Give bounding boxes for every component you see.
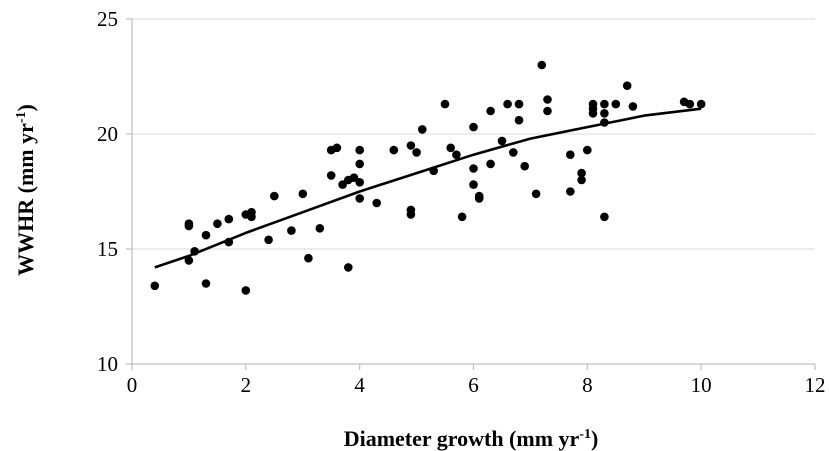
data-point bbox=[190, 247, 199, 256]
data-point bbox=[355, 194, 365, 203]
data-point bbox=[338, 180, 347, 189]
data-point bbox=[469, 180, 478, 189]
data-point bbox=[224, 237, 234, 247]
data-point bbox=[418, 125, 427, 134]
x-tick-label: 4 bbox=[354, 373, 365, 397]
gridlines bbox=[132, 18, 815, 250]
data-point bbox=[509, 148, 518, 157]
y-tick-label: 15 bbox=[97, 237, 118, 261]
data-point bbox=[355, 145, 365, 155]
x-tick-label: 8 bbox=[582, 373, 593, 397]
data-point bbox=[696, 99, 706, 109]
data-point bbox=[406, 141, 416, 150]
data-point bbox=[600, 109, 609, 118]
data-point bbox=[611, 99, 621, 109]
y-tick-labels: 10 15 20 25 bbox=[97, 7, 118, 376]
data-point bbox=[469, 164, 478, 173]
data-point bbox=[429, 166, 439, 176]
x-tick-label: 2 bbox=[241, 373, 252, 397]
y-tick-label: 20 bbox=[97, 122, 118, 146]
data-point bbox=[270, 191, 279, 201]
x-tick-label: 12 bbox=[805, 373, 826, 397]
data-point bbox=[469, 122, 478, 132]
data-point bbox=[344, 263, 353, 272]
data-point bbox=[577, 175, 586, 185]
data-point bbox=[241, 286, 251, 295]
data-point bbox=[264, 235, 273, 245]
x-tick-label: 0 bbox=[127, 373, 138, 397]
data-point bbox=[474, 194, 484, 203]
data-point bbox=[583, 145, 592, 155]
data-points bbox=[150, 60, 706, 295]
data-point bbox=[543, 95, 552, 104]
data-point bbox=[355, 159, 365, 169]
x-tick-label: 10 bbox=[691, 373, 712, 397]
data-point bbox=[486, 106, 495, 116]
data-point bbox=[349, 173, 359, 182]
data-point bbox=[389, 145, 399, 155]
data-point bbox=[326, 171, 336, 180]
data-point bbox=[600, 118, 609, 127]
data-point bbox=[446, 143, 456, 153]
trendline bbox=[154, 107, 702, 269]
y-axis-title: WWHR (mm yr-1) bbox=[13, 104, 38, 276]
data-point bbox=[201, 230, 211, 240]
data-point bbox=[628, 102, 638, 111]
data-point bbox=[184, 221, 194, 231]
data-point bbox=[201, 279, 211, 288]
data-point bbox=[315, 224, 325, 233]
data-point bbox=[184, 256, 194, 265]
trendline-group bbox=[154, 107, 702, 269]
data-point bbox=[600, 212, 609, 222]
data-point bbox=[543, 106, 552, 116]
y-tick-label: 10 bbox=[97, 352, 118, 376]
data-point bbox=[355, 178, 365, 187]
x-axis-title: Diameter growth (mm yr-1) bbox=[344, 426, 599, 451]
data-point bbox=[457, 212, 467, 222]
data-point bbox=[622, 81, 632, 90]
data-point bbox=[531, 189, 541, 199]
data-point bbox=[287, 226, 296, 235]
data-point bbox=[213, 219, 222, 228]
data-point bbox=[514, 115, 524, 125]
x-tick-labels: 0 2 4 6 8 10 12 bbox=[127, 373, 826, 397]
data-point bbox=[566, 150, 575, 159]
data-point bbox=[503, 99, 512, 109]
axes bbox=[126, 18, 816, 370]
data-point bbox=[452, 150, 461, 159]
data-point bbox=[577, 168, 586, 178]
x-tick-label: 6 bbox=[468, 373, 479, 397]
data-point bbox=[224, 214, 234, 224]
data-point bbox=[304, 253, 313, 263]
data-point bbox=[566, 187, 575, 196]
data-point bbox=[332, 143, 342, 153]
data-point bbox=[150, 281, 160, 291]
y-tick-label: 25 bbox=[97, 7, 118, 31]
data-point bbox=[520, 161, 529, 171]
data-point bbox=[486, 159, 495, 169]
data-point bbox=[440, 99, 450, 109]
data-point bbox=[412, 148, 421, 157]
data-point bbox=[372, 198, 382, 208]
data-point bbox=[514, 99, 524, 109]
data-point bbox=[497, 136, 507, 146]
data-point bbox=[600, 99, 609, 109]
data-point bbox=[588, 109, 598, 118]
data-point bbox=[247, 212, 256, 222]
data-point bbox=[685, 99, 695, 109]
data-point bbox=[298, 189, 308, 199]
data-point bbox=[406, 210, 416, 219]
data-point bbox=[537, 60, 547, 70]
